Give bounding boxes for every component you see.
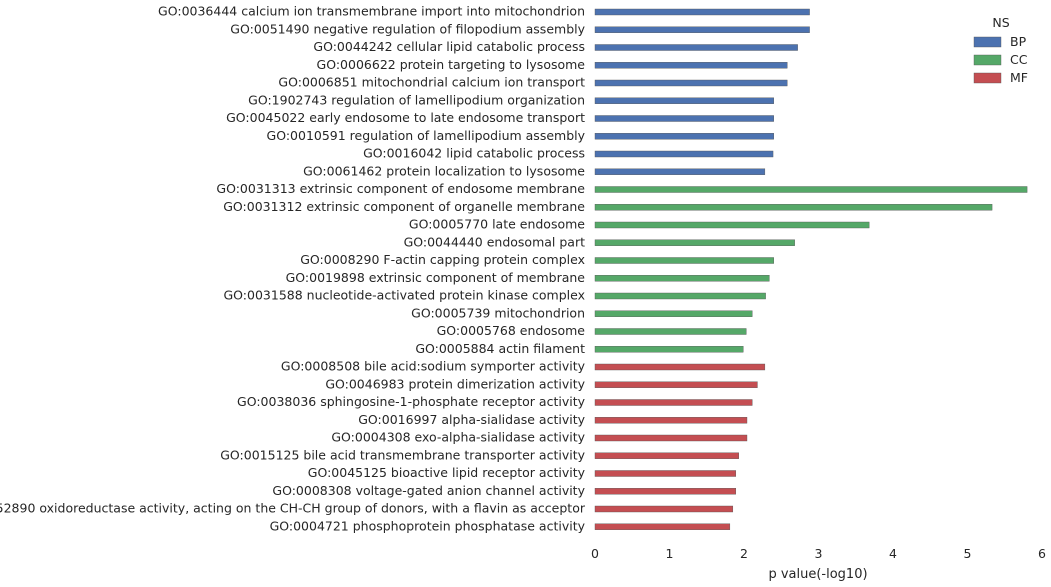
- bar-mf: [594, 470, 737, 477]
- category-label: GO:0036444 calcium ion transmembrane imp…: [158, 4, 585, 19]
- bar-bp: [594, 168, 766, 175]
- bar-bp: [594, 44, 798, 51]
- category-label: GO:0004721 phosphoprotein phosphatase ac…: [270, 518, 586, 533]
- x-tick-label: 3: [815, 546, 823, 561]
- category-label: GO:0008308 voltage-gated anion channel a…: [272, 483, 585, 498]
- bar-mf: [594, 399, 753, 406]
- category-label: GO:0008290 F-actin capping protein compl…: [300, 252, 585, 267]
- legend-label-bp: BP: [1010, 34, 1027, 49]
- category-label: GO:0051490 negative regulation of filopo…: [230, 21, 585, 36]
- bar-cc: [594, 257, 775, 264]
- category-label: GO:0045022 early endosome to late endoso…: [226, 110, 585, 125]
- bar-bp: [594, 26, 810, 33]
- category-label: GO:0046983 protein dimerization activity: [325, 376, 585, 391]
- bar-mf: [594, 417, 748, 424]
- legend-swatch-cc: [973, 54, 1002, 66]
- category-label: GO:0015125 bile acid transmembrane trans…: [220, 447, 585, 462]
- legend: NS BP CC MF: [973, 15, 1028, 85]
- x-tick-label: 5: [964, 546, 972, 561]
- category-label: GO:0006851 mitochondrial calcium ion tra…: [278, 75, 585, 90]
- x-tick-label: 2: [740, 546, 748, 561]
- bar-bp: [594, 133, 775, 140]
- category-label: GO:0016042 lipid catabolic process: [363, 146, 585, 161]
- category-labels: GO:0036444 calcium ion transmembrane imp…: [0, 4, 586, 534]
- bar-mf: [594, 452, 739, 459]
- category-label: GO:0031588 nucleotide-activated protein …: [223, 288, 585, 303]
- category-label: GO:0052890 oxidoreductase activity, acti…: [0, 501, 586, 516]
- category-label: GO:0031313 extrinsic component of endoso…: [216, 181, 585, 196]
- bar-cc: [594, 346, 744, 353]
- bar-cc: [594, 292, 766, 300]
- legend-swatch-bp: [973, 36, 1002, 48]
- bar-bp: [594, 150, 774, 158]
- category-label: GO:0044242 cellular lipid catabolic proc…: [313, 39, 585, 54]
- bar-bp: [594, 79, 788, 87]
- x-tick-label: 1: [666, 546, 674, 561]
- bar-mf: [594, 505, 734, 513]
- bars-layer: [594, 8, 1028, 530]
- bar-mf: [594, 434, 748, 442]
- category-label: GO:0038036 sphingosine-1-phosphate recep…: [237, 394, 586, 409]
- category-label: GO:0061462 protein localization to lysos…: [303, 163, 585, 178]
- bar-mf: [594, 488, 737, 495]
- category-label: GO:0031312 extrinsic component of organe…: [223, 199, 585, 214]
- bar-bp: [594, 97, 775, 104]
- legend-swatch-mf: [973, 72, 1002, 84]
- x-axis: 0 1 2 3 4 5 6: [591, 546, 1046, 561]
- category-label: GO:0008508 bile acid:sodium symporter ac…: [281, 359, 586, 374]
- bar-cc: [594, 275, 770, 282]
- legend-label-mf: MF: [1010, 70, 1028, 85]
- x-tick-label: 0: [591, 546, 599, 561]
- legend-label-cc: CC: [1010, 52, 1028, 67]
- category-label: GO:0006622 protein targeting to lysosome: [317, 57, 586, 72]
- bar-bp: [594, 8, 810, 16]
- bar-mf: [594, 363, 766, 371]
- category-label: GO:0045125 bioactive lipid receptor acti…: [308, 465, 586, 480]
- bar-mf: [594, 523, 731, 530]
- bar-cc: [594, 310, 753, 317]
- bar-cc: [594, 204, 993, 211]
- bar-bp: [594, 62, 788, 69]
- bar-cc: [594, 186, 1028, 193]
- bar-cc: [594, 328, 747, 335]
- category-label: GO:0004308 exo-alpha-sialidase activity: [331, 430, 585, 445]
- category-label: GO:0005884 actin filament: [415, 341, 585, 356]
- category-label: GO:1902743 regulation of lamellipodium o…: [248, 92, 585, 107]
- category-label: GO:0016997 alpha-sialidase activity: [358, 412, 585, 427]
- bar-bp: [594, 115, 775, 122]
- bar-cc: [594, 221, 870, 229]
- x-tick-label: 4: [889, 546, 897, 561]
- bar-cc: [594, 239, 795, 246]
- category-label: GO:0005739 mitochondrion: [411, 305, 585, 320]
- category-label: GO:0019898 extrinsic component of membra…: [286, 270, 586, 285]
- legend-title: NS: [992, 15, 1009, 30]
- category-label: GO:0005768 endosome: [437, 323, 586, 338]
- category-label: GO:0010591 regulation of lamellipodium a…: [267, 128, 586, 143]
- x-axis-title: p value(-log10): [768, 567, 867, 582]
- bar-mf: [594, 381, 758, 388]
- x-tick-label: 6: [1038, 546, 1046, 561]
- category-label: GO:0044440 endosomal part: [404, 234, 586, 249]
- category-label: GO:0005770 late endosome: [409, 217, 585, 232]
